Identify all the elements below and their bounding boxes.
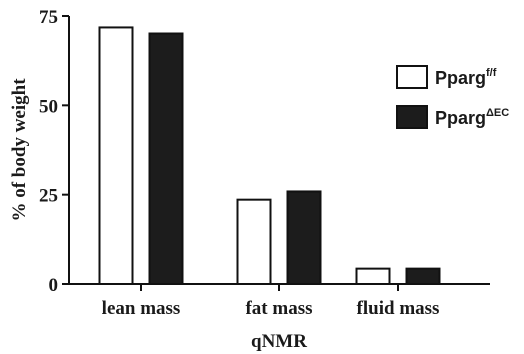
bar-fat-mass-series-1 — [236, 198, 272, 285]
x-axis-label: qNMR — [251, 331, 307, 352]
y-axis-label: % of body weight — [9, 78, 30, 222]
x-tick-label: fluid mass — [357, 298, 440, 319]
bar-lean-mass-series-2 — [148, 32, 184, 285]
y-tick-label: 25 — [39, 186, 58, 207]
legend-swatch-2 — [396, 105, 428, 129]
bar-fluid-mass-series-2 — [405, 267, 441, 286]
legend-swatch-1 — [396, 65, 428, 89]
bars — [98, 26, 441, 286]
y-tick-label: 0 — [49, 275, 59, 296]
legend: Ppargf/f PpargΔEC — [396, 65, 509, 129]
x-tick-label: fat mass — [245, 298, 312, 319]
y-tick-label: 50 — [39, 96, 58, 117]
bar-fluid-mass-series-1 — [355, 267, 391, 286]
legend-label-2: PpargΔEC — [435, 107, 509, 128]
bar-lean-mass-series-1 — [98, 26, 134, 286]
x-categories: lean mass fat mass fluid mass — [102, 298, 440, 319]
legend-label-1: Ppargf/f — [435, 67, 497, 88]
y-ticks: 0 25 50 75 — [39, 7, 69, 296]
x-tick-label: lean mass — [102, 298, 181, 319]
y-tick-label: 75 — [39, 7, 58, 28]
bar-fat-mass-series-2 — [286, 190, 322, 285]
